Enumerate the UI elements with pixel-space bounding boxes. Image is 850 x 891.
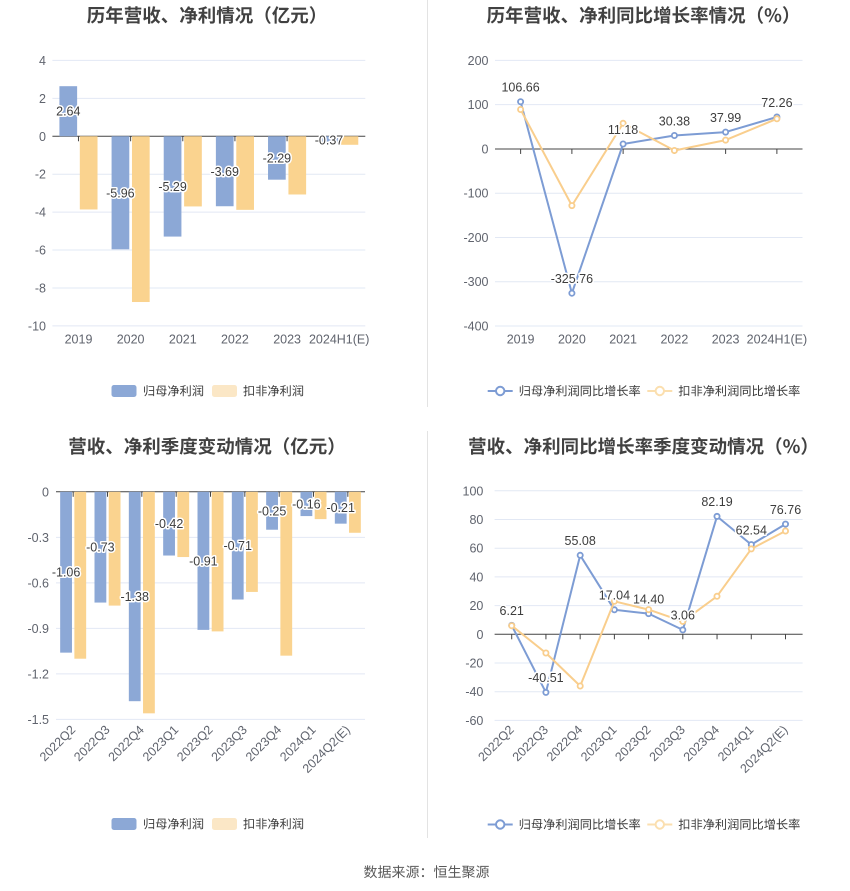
svg-text:60: 60: [469, 542, 483, 556]
svg-text:106.66: 106.66: [501, 81, 539, 95]
svg-text:20: 20: [469, 599, 483, 613]
svg-text:2023: 2023: [712, 332, 740, 346]
svg-text:-5.29: -5.29: [158, 180, 187, 194]
svg-text:-0.91: -0.91: [189, 554, 218, 568]
svg-text:2023: 2023: [273, 332, 301, 346]
svg-text:14.40: 14.40: [633, 592, 664, 606]
svg-text:11.18: 11.18: [608, 123, 638, 137]
svg-text:-2: -2: [35, 168, 46, 182]
svg-text:-0.37: -0.37: [315, 133, 344, 147]
svg-text:-2.29: -2.29: [263, 152, 292, 166]
svg-text:2019: 2019: [65, 332, 93, 346]
svg-text:0: 0: [482, 142, 489, 156]
svg-text:-0.3: -0.3: [27, 531, 49, 545]
svg-text:2024H1(E): 2024H1(E): [309, 332, 369, 346]
svg-text:2024H1(E): 2024H1(E): [747, 332, 807, 346]
svg-text:2021: 2021: [169, 332, 197, 346]
svg-text:-6: -6: [35, 244, 46, 258]
svg-text:82.19: 82.19: [701, 495, 732, 509]
svg-text:3.06: 3.06: [671, 609, 695, 623]
svg-text:-1.06: -1.06: [52, 566, 81, 580]
svg-text:-1.2: -1.2: [27, 667, 49, 681]
svg-text:6.21: 6.21: [500, 604, 524, 618]
svg-text:-10: -10: [28, 319, 46, 333]
svg-text:80: 80: [469, 513, 483, 527]
svg-text:-325.76: -325.76: [551, 272, 593, 286]
svg-text:-40: -40: [465, 685, 483, 699]
svg-text:2022: 2022: [221, 332, 249, 346]
svg-text:-0.25: -0.25: [258, 504, 287, 518]
svg-text:0: 0: [476, 628, 483, 642]
svg-text:-1.5: -1.5: [27, 713, 49, 727]
svg-text:2020: 2020: [558, 332, 586, 346]
svg-text:17.04: 17.04: [599, 589, 630, 603]
svg-text:100: 100: [468, 98, 489, 112]
svg-text:40: 40: [469, 570, 483, 584]
svg-text:62.54: 62.54: [736, 523, 767, 537]
svg-text:2020: 2020: [117, 332, 145, 346]
svg-text:-3.69: -3.69: [210, 165, 239, 179]
svg-text:76.76: 76.76: [770, 503, 801, 517]
svg-text:-0.71: -0.71: [223, 539, 252, 553]
svg-text:-0.73: -0.73: [86, 541, 115, 555]
svg-text:30.38: 30.38: [659, 114, 690, 128]
svg-text:55.08: 55.08: [565, 534, 596, 548]
svg-text:-0.9: -0.9: [27, 622, 49, 636]
svg-text:-100: -100: [463, 187, 488, 201]
svg-text:-40.51: -40.51: [528, 671, 563, 685]
svg-text:-0.21: -0.21: [326, 501, 355, 515]
svg-text:-0.42: -0.42: [155, 517, 184, 531]
svg-text:-0.6: -0.6: [27, 576, 49, 590]
svg-text:-20: -20: [465, 657, 483, 671]
svg-text:2021: 2021: [609, 332, 637, 346]
svg-text:-4: -4: [35, 206, 46, 220]
svg-text:100: 100: [463, 484, 484, 498]
svg-text:2022: 2022: [660, 332, 688, 346]
svg-text:37.99: 37.99: [710, 111, 741, 125]
svg-text:4: 4: [39, 54, 46, 68]
svg-text:-1.38: -1.38: [120, 590, 149, 604]
svg-text:-300: -300: [463, 275, 488, 289]
svg-text:0: 0: [42, 485, 49, 499]
svg-text:0: 0: [39, 130, 46, 144]
svg-text:200: 200: [468, 54, 489, 68]
svg-text:-8: -8: [35, 282, 46, 296]
svg-text:-0.16: -0.16: [292, 497, 321, 511]
svg-text:72.26: 72.26: [761, 96, 792, 110]
svg-text:-400: -400: [463, 320, 488, 334]
svg-text:2: 2: [39, 92, 46, 106]
svg-text:-5.96: -5.96: [106, 186, 135, 200]
svg-text:2.64: 2.64: [56, 105, 80, 119]
svg-text:-60: -60: [465, 714, 483, 728]
svg-text:2019: 2019: [507, 332, 535, 346]
svg-text:-200: -200: [463, 231, 488, 245]
